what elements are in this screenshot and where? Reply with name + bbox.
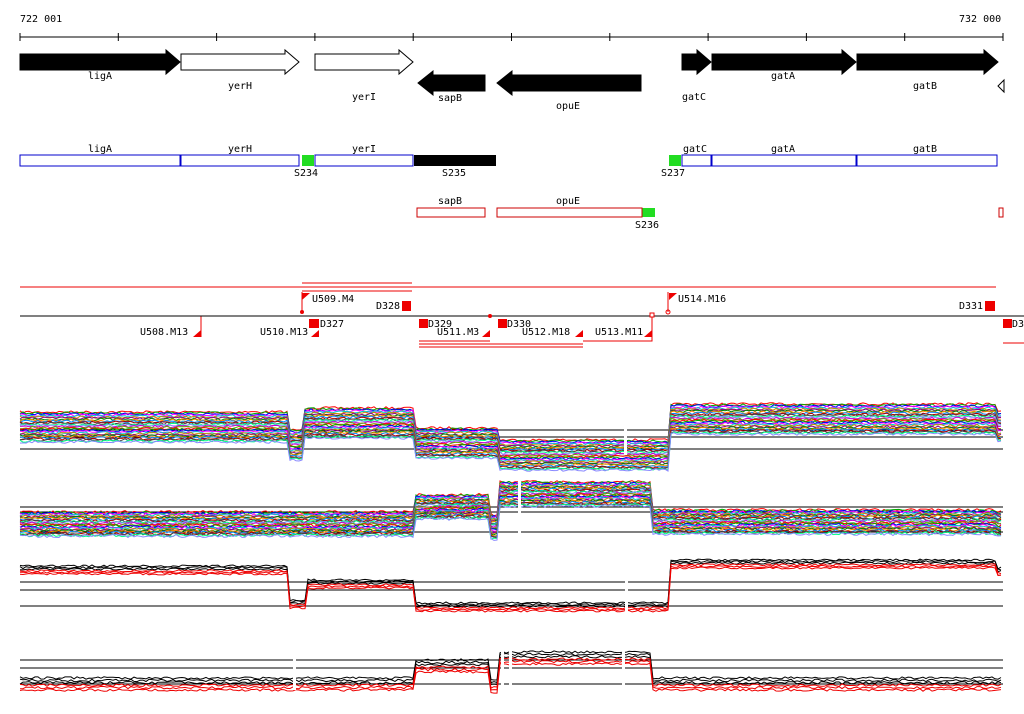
- gene-gatA[interactable]: gatA: [711, 48, 857, 82]
- site-label-S236: S236: [635, 220, 659, 231]
- fragment-label-D331: D331: [959, 301, 983, 312]
- gene-ligA[interactable]: ligA: [19, 48, 181, 82]
- transcript-label-gatB: gatB: [913, 144, 937, 155]
- site-label-S234: S234: [294, 168, 318, 179]
- transcript-gatB[interactable]: [856, 154, 998, 167]
- fragment-label-D327: D327: [320, 319, 344, 330]
- gene-yerI[interactable]: yerI: [314, 48, 414, 103]
- transcript-gatA[interactable]: [711, 154, 857, 167]
- fragment-track: U509.M4 D328 U514.M16 D331 U508.M13 U510…: [20, 282, 1024, 348]
- transcript-label-gatC: gatC: [683, 144, 707, 155]
- transcript-label-yerI: yerI: [352, 144, 376, 155]
- gene-gatB[interactable]: gatB: [856, 48, 999, 92]
- transcript-ligA[interactable]: [19, 154, 181, 167]
- transcript-sapB[interactable]: [416, 207, 486, 218]
- transcript-yerI[interactable]: [314, 154, 414, 167]
- fragment-block-D329[interactable]: [419, 319, 428, 328]
- site-label-S237: S237: [661, 168, 685, 179]
- transcript-gatC[interactable]: [681, 154, 712, 167]
- gene-track: ligA yerH yerI sapB opuE gatC gatA gatB: [19, 48, 1005, 112]
- site-S237[interactable]: [669, 155, 681, 166]
- fragment-block-D327[interactable]: [309, 319, 319, 328]
- ruler-start-label: 722 001: [20, 14, 62, 25]
- expression-track-3: [19, 558, 1003, 615]
- expression-tracks: [19, 402, 1003, 694]
- ruler-end-label: 732 000: [959, 14, 1001, 25]
- site-markers: S234 S235 S236 S237: [294, 155, 685, 231]
- fragment-label-U509-M4: U509.M4: [312, 294, 354, 305]
- gene-gatC[interactable]: gatC: [681, 48, 712, 103]
- gene-yerH[interactable]: yerH: [180, 48, 300, 92]
- gene-opuE[interactable]: opuE: [496, 69, 642, 112]
- fragment-label-D329: D329: [428, 319, 452, 330]
- fragment-block-D33[interactable]: [1003, 319, 1012, 328]
- forward-transcript-track: [19, 154, 998, 167]
- transcript-label-ligA: ligA: [88, 144, 112, 155]
- gene-label-gatC: gatC: [682, 92, 706, 103]
- gene-label-ligA: ligA: [88, 71, 112, 82]
- gene-label-sapB: sapB: [438, 93, 462, 104]
- forward-transcript-labels: ligA yerH yerI gatC gatA gatB: [88, 144, 937, 155]
- reverse-transcript-labels: sapB opuE: [438, 196, 580, 207]
- site-S234[interactable]: [302, 155, 314, 166]
- coordinate-ruler: 722 001 732 000: [19, 14, 1004, 41]
- gene-label-gatB: gatB: [913, 81, 937, 92]
- site-S235[interactable]: [414, 155, 496, 166]
- expression-track-2: [19, 470, 1003, 541]
- gene-sapB[interactable]: sapB: [417, 69, 486, 104]
- site-S236[interactable]: [642, 208, 655, 217]
- fragment-label-D33: D33: [1012, 319, 1024, 330]
- transcript-label-sapB: sapB: [438, 196, 462, 207]
- fragment-label-D328: D328: [376, 301, 400, 312]
- fragment-label-U513-M11: U513.M11: [595, 327, 643, 338]
- fragment-block-D331[interactable]: [985, 301, 995, 311]
- fragment-label-U511-M3: U511.M3: [437, 327, 479, 338]
- gene-label-yerI: yerI: [352, 92, 376, 103]
- expression-track-4: [19, 645, 1003, 694]
- gene-label-opuE: opuE: [556, 101, 580, 112]
- expression-track-1: [19, 402, 1003, 472]
- fragment-label-D330: D330: [507, 319, 531, 330]
- fragment-label-U510-M13: U510.M13: [260, 327, 308, 338]
- gene-partial-edge: [997, 78, 1005, 94]
- gene-label-gatA: gatA: [771, 71, 795, 82]
- fragment-label-U512-M18: U512.M18: [522, 327, 570, 338]
- transcript-partial-edge: [998, 207, 1004, 218]
- fragment-block-D330[interactable]: [498, 319, 507, 328]
- transcript-label-yerH: yerH: [228, 144, 252, 155]
- fragment-label-U508-M13: U508.M13: [140, 327, 188, 338]
- transcript-label-opuE: opuE: [556, 196, 580, 207]
- transcript-opuE[interactable]: [496, 207, 643, 218]
- transcript-label-gatA: gatA: [771, 144, 795, 155]
- fragment-block-D328[interactable]: [402, 301, 411, 311]
- site-label-S235: S235: [442, 168, 466, 179]
- gene-label-yerH: yerH: [228, 81, 252, 92]
- transcript-yerH[interactable]: [180, 154, 300, 167]
- fragment-label-U514-M16: U514.M16: [678, 294, 726, 305]
- reverse-transcript-track: [416, 207, 1004, 218]
